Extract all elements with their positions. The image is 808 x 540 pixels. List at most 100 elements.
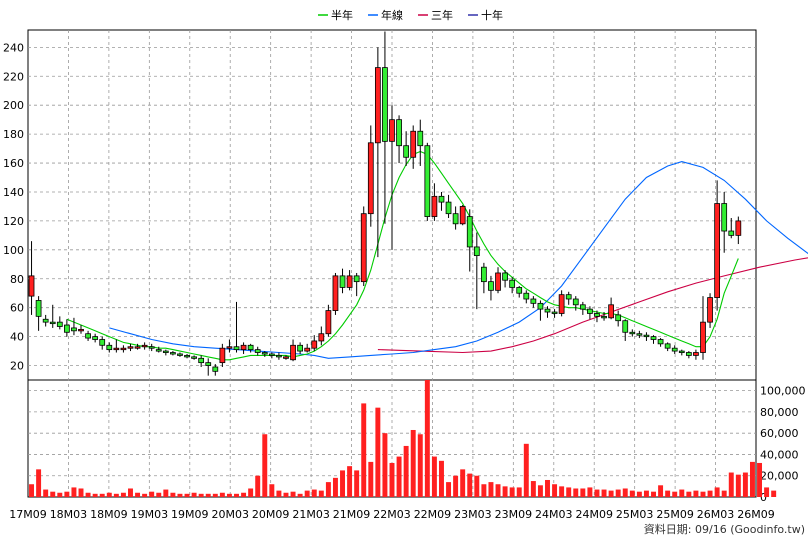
volume-bar (64, 491, 70, 497)
candle-body (424, 145, 431, 217)
candle-body (572, 298, 579, 306)
volume-bar (106, 492, 112, 497)
x-tick-label: 24M09 (575, 508, 613, 521)
price-tick-label: 200 (3, 99, 24, 112)
candle-body (290, 344, 296, 361)
volume-bar (446, 482, 452, 497)
volume-bar (191, 492, 197, 497)
candle-body (530, 298, 537, 304)
volume-bar (304, 490, 310, 497)
candle-body (629, 331, 636, 335)
candle-body (212, 366, 219, 372)
volume-bar (545, 479, 550, 497)
volume-bar (283, 492, 289, 497)
volume-bar (361, 403, 367, 497)
candle-body (523, 292, 530, 300)
candle-body (721, 203, 728, 232)
candle-body (170, 352, 176, 355)
volume-bar (643, 490, 649, 497)
volume-bar (728, 472, 734, 497)
candle-body (367, 142, 374, 215)
volume-bar (474, 475, 480, 497)
price-tick-label: 120 (3, 215, 24, 228)
x-tick-label: 17M09 (9, 508, 47, 521)
candle-body (502, 272, 508, 281)
legend-label: 十年 (481, 8, 503, 22)
volume-bar (142, 493, 148, 497)
volume-bar (502, 486, 508, 497)
x-tick-label: 26M09 (737, 508, 775, 521)
candle-body (587, 308, 593, 314)
volume-bar (99, 493, 105, 497)
volume-bar (177, 493, 183, 497)
candle-body (148, 346, 155, 349)
volume-bar (439, 460, 444, 497)
ma-year-line (109, 161, 808, 359)
candle-body (360, 213, 367, 283)
volume-bar (396, 456, 402, 497)
volume-bar (559, 486, 565, 497)
candle-body (325, 310, 332, 335)
x-tick-label: 20M09 (252, 508, 290, 521)
volume-bar (325, 482, 331, 497)
legend-label: 三年 (431, 8, 453, 22)
candle-body (382, 67, 388, 142)
price-tick-label: 60 (10, 302, 24, 315)
volume-bar (552, 484, 558, 497)
volume-bar (234, 493, 239, 497)
volume-bar (651, 491, 656, 497)
x-tick-label: 21M09 (333, 508, 371, 521)
candle-body (700, 321, 706, 353)
candle-body (35, 300, 42, 317)
volume-bar (424, 380, 430, 497)
volume-bar (368, 461, 374, 497)
x-tick-label: 23M03 (454, 508, 492, 521)
candle-body (374, 67, 381, 144)
candle-body (268, 353, 275, 356)
volume-bar (481, 484, 487, 497)
candle-body (671, 347, 678, 352)
candle-body (162, 350, 169, 353)
volume-bar (241, 492, 247, 497)
candle-body (233, 346, 240, 351)
volume-bar (608, 490, 614, 497)
volume-bar (255, 475, 261, 497)
volume-bar (566, 487, 572, 497)
candle-body (544, 308, 551, 313)
volume-bar (78, 488, 84, 497)
volume-bar (735, 474, 741, 497)
volume-bar (417, 434, 423, 497)
candle-body (276, 355, 282, 358)
volume-bar (622, 488, 628, 497)
volume-bar (184, 493, 190, 497)
volume-bar (219, 492, 225, 497)
candle-body (106, 344, 113, 351)
volume-bar (375, 407, 381, 497)
volume-bar (749, 461, 755, 497)
volume-bar (403, 445, 409, 497)
volume-bar (488, 482, 494, 497)
candle-body (155, 349, 162, 352)
x-tick-label: 19M03 (131, 508, 169, 521)
volume-bar (573, 488, 579, 497)
candle-body (551, 311, 558, 314)
volume-bar (467, 473, 473, 497)
candle-body (191, 356, 197, 359)
price-tick-label: 100 (3, 244, 24, 257)
candle-body (64, 324, 70, 333)
x-tick-label: 20M03 (211, 508, 249, 521)
volume-bar (29, 484, 35, 497)
legend-label: 年線 (381, 8, 403, 22)
x-tick-label: 18M03 (50, 508, 88, 521)
candle-body (297, 344, 303, 352)
candle-body (283, 356, 289, 359)
volume-bar (92, 493, 98, 497)
volume-bar (332, 477, 338, 497)
volume-tick-label: 40,000 (760, 448, 799, 461)
candle-body (431, 195, 438, 217)
volume-bar (693, 490, 699, 497)
ma-three-year-line (377, 257, 808, 354)
volume-bar (382, 433, 388, 497)
volume-bar (686, 491, 692, 497)
